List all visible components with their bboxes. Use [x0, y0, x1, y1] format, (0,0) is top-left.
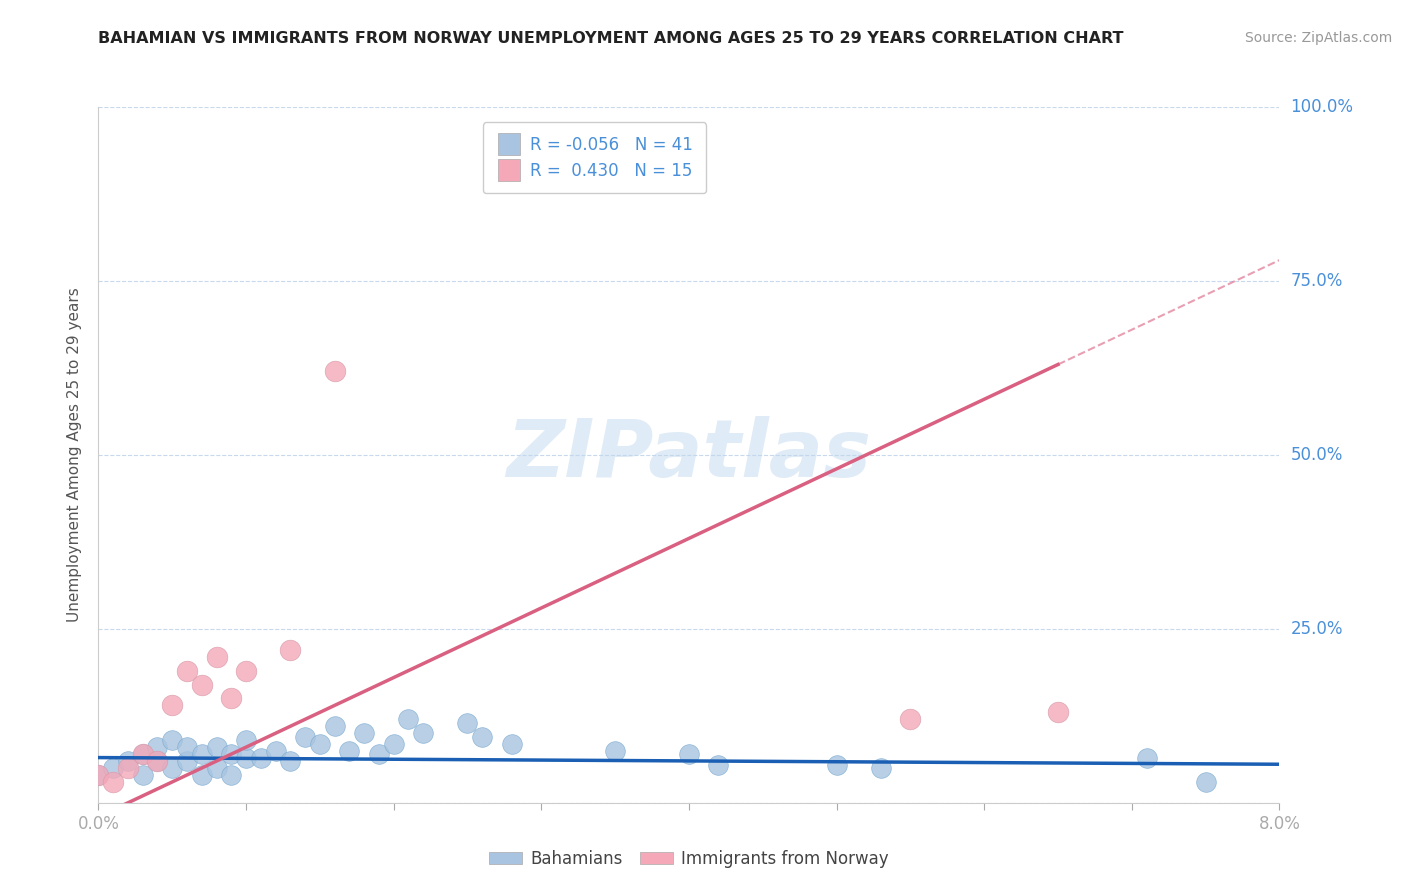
Point	[191, 768, 214, 782]
Point	[219, 691, 242, 706]
Point	[162, 761, 183, 775]
Point	[367, 747, 389, 761]
Point	[219, 768, 242, 782]
Text: 25.0%: 25.0%	[1291, 620, 1343, 638]
Legend: Bahamians, Immigrants from Norway: Bahamians, Immigrants from Norway	[482, 844, 896, 875]
Point	[825, 757, 848, 772]
Y-axis label: Unemployment Among Ages 25 to 29 years: Unemployment Among Ages 25 to 29 years	[67, 287, 83, 623]
Point	[278, 642, 301, 657]
Point	[235, 750, 257, 764]
Point	[869, 761, 891, 775]
Point	[382, 737, 405, 751]
Point	[456, 715, 478, 730]
Point	[132, 747, 155, 761]
Point	[235, 733, 257, 747]
Text: Source: ZipAtlas.com: Source: ZipAtlas.com	[1244, 31, 1392, 45]
Point	[117, 754, 139, 768]
Text: 75.0%: 75.0%	[1291, 272, 1343, 290]
Point	[146, 754, 169, 768]
Point	[117, 761, 139, 775]
Point	[308, 737, 332, 751]
Point	[294, 730, 316, 744]
Point	[396, 712, 419, 726]
Point	[191, 677, 214, 691]
Point	[264, 744, 287, 758]
Point	[707, 757, 730, 772]
Point	[162, 733, 183, 747]
Point	[162, 698, 183, 713]
Point	[146, 740, 169, 755]
Point	[678, 747, 700, 761]
Point	[353, 726, 375, 740]
Point	[176, 754, 198, 768]
Point	[323, 719, 346, 733]
Point	[1194, 775, 1216, 789]
Point	[898, 712, 921, 726]
Point	[1046, 706, 1069, 720]
Point	[176, 740, 198, 755]
Text: 50.0%: 50.0%	[1291, 446, 1343, 464]
Point	[205, 740, 228, 755]
Text: BAHAMIAN VS IMMIGRANTS FROM NORWAY UNEMPLOYMENT AMONG AGES 25 TO 29 YEARS CORREL: BAHAMIAN VS IMMIGRANTS FROM NORWAY UNEMP…	[98, 31, 1123, 46]
Point	[103, 761, 124, 775]
Text: ZIPatlas: ZIPatlas	[506, 416, 872, 494]
Point	[132, 768, 155, 782]
Point	[205, 761, 228, 775]
Point	[87, 768, 110, 782]
Point	[278, 754, 301, 768]
Point	[205, 649, 228, 664]
Point	[103, 775, 124, 789]
Point	[250, 750, 273, 764]
Point	[132, 747, 155, 761]
Point	[412, 726, 434, 740]
Point	[337, 744, 360, 758]
Point	[87, 768, 110, 782]
Point	[471, 730, 494, 744]
Point	[191, 747, 214, 761]
Point	[323, 364, 346, 378]
Point	[235, 664, 257, 678]
Legend: R = -0.056   N = 41, R =  0.430   N = 15: R = -0.056 N = 41, R = 0.430 N = 15	[484, 122, 706, 194]
Point	[605, 744, 627, 758]
Point	[501, 737, 523, 751]
Text: 100.0%: 100.0%	[1291, 98, 1354, 116]
Point	[219, 747, 242, 761]
Point	[176, 664, 198, 678]
Point	[1135, 750, 1157, 764]
Point	[146, 754, 169, 768]
